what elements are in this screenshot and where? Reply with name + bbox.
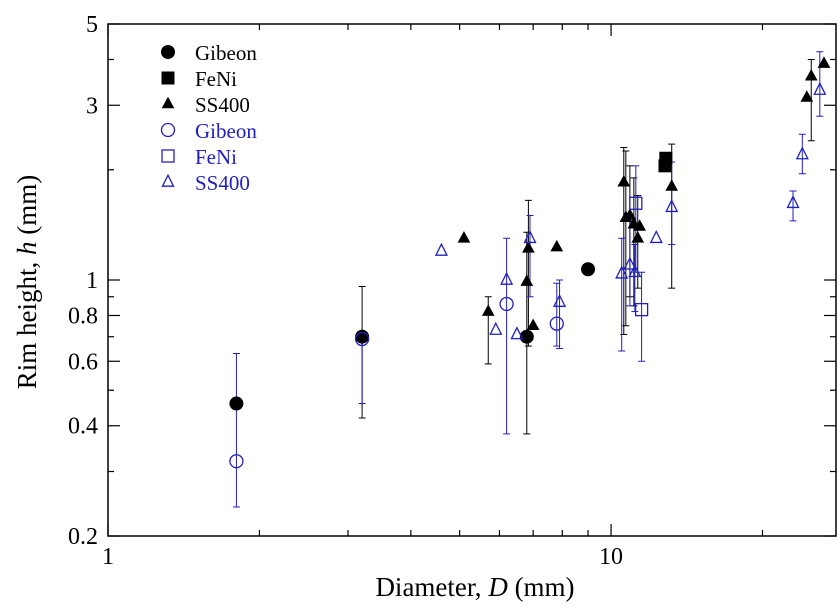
- legend-filled-square-marker: [161, 71, 175, 85]
- legend-label: Gibeon: [195, 41, 257, 65]
- filled-triangle-point: [631, 231, 645, 243]
- y-axis-title: Rim height, h (mm): [12, 175, 42, 390]
- open-triangle-point: [434, 242, 448, 256]
- x-axis-title: Diameter, D (mm): [375, 572, 574, 602]
- filled-circle-point: [519, 329, 534, 344]
- x-tick-label: 10: [599, 544, 623, 570]
- y-axis-title-prefix: Rim height,: [12, 255, 42, 389]
- open-triangle-point: [795, 146, 809, 160]
- open-triangle-point: [500, 271, 514, 285]
- y-tick-label: 5: [86, 12, 98, 38]
- filled-square-point: [659, 151, 673, 165]
- legend-label: FeNi: [195, 145, 237, 169]
- open-triangle-point: [489, 321, 503, 335]
- legend-label: FeNi: [195, 67, 237, 91]
- open-circle-point: [354, 331, 370, 347]
- x-tick-label: 1: [102, 544, 114, 570]
- plot-frame: [107, 23, 837, 537]
- open-triangle-point: [615, 265, 629, 279]
- open-triangle-point: [553, 293, 567, 307]
- y-tick-label: 1: [86, 268, 98, 294]
- open-circle-point: [229, 454, 244, 469]
- open-triangle-point: [649, 229, 663, 244]
- open-triangle-point: [523, 229, 537, 244]
- filled-triangle-point: [520, 274, 534, 286]
- open-triangle-point: [665, 198, 679, 213]
- filled-triangle-point: [804, 69, 818, 81]
- open-triangle-point: [628, 263, 642, 278]
- x-axis-title-prefix: Diameter,: [375, 572, 488, 602]
- legend-filled-circle-marker: [161, 45, 175, 59]
- open-triangle-point: [813, 81, 827, 95]
- open-circle-point: [549, 316, 564, 331]
- open-triangle-point: [623, 256, 637, 270]
- filled-triangle-point: [623, 208, 637, 220]
- filled-triangle-point: [526, 318, 540, 331]
- open-square-point: [629, 196, 643, 210]
- filled-triangle-point: [550, 239, 564, 252]
- legend-label: SS400: [195, 93, 250, 117]
- filled-circle-point: [581, 262, 596, 277]
- y-tick-label: 0.8: [68, 303, 98, 329]
- legend-label: Gibeon: [195, 119, 257, 143]
- filled-triangle-point: [817, 56, 831, 68]
- legend-open-triangle-marker: [161, 173, 175, 187]
- filled-triangle-point: [617, 174, 631, 187]
- filled-triangle-point: [633, 219, 647, 231]
- x-axis-title-var: D: [487, 572, 508, 602]
- legend-label: SS400: [195, 171, 250, 195]
- filled-circle-point: [229, 396, 244, 411]
- x-axis-title-suffix: (mm): [508, 572, 575, 602]
- tick-labels: 1 10 0.2 0.4 0.6 0.8 1 3 5: [68, 12, 623, 570]
- y-tick-label: 0.6: [68, 349, 98, 375]
- open-circle-point: [499, 296, 514, 312]
- legend-filled-triangle-marker: [161, 96, 175, 109]
- filled-triangle-point: [457, 231, 471, 243]
- open-square-point: [634, 302, 649, 317]
- filled-triangle-point: [800, 90, 814, 102]
- data-markers: [229, 56, 831, 469]
- legend-open-circle-marker: [160, 122, 176, 138]
- y-tick-label: 0.2: [68, 524, 98, 550]
- y-axis-title-suffix: (mm): [12, 175, 42, 242]
- y-tick-label: 0.4: [68, 414, 98, 440]
- filled-triangle-point: [665, 179, 679, 191]
- legend-open-square-marker: [161, 149, 175, 163]
- open-triangle-point: [786, 194, 800, 209]
- filled-triangle-point: [481, 304, 495, 316]
- y-tick-label: 3: [86, 93, 98, 119]
- open-triangle-point: [510, 326, 524, 340]
- y-axis-title-var: h: [12, 242, 42, 256]
- filled-triangle-point: [522, 241, 535, 253]
